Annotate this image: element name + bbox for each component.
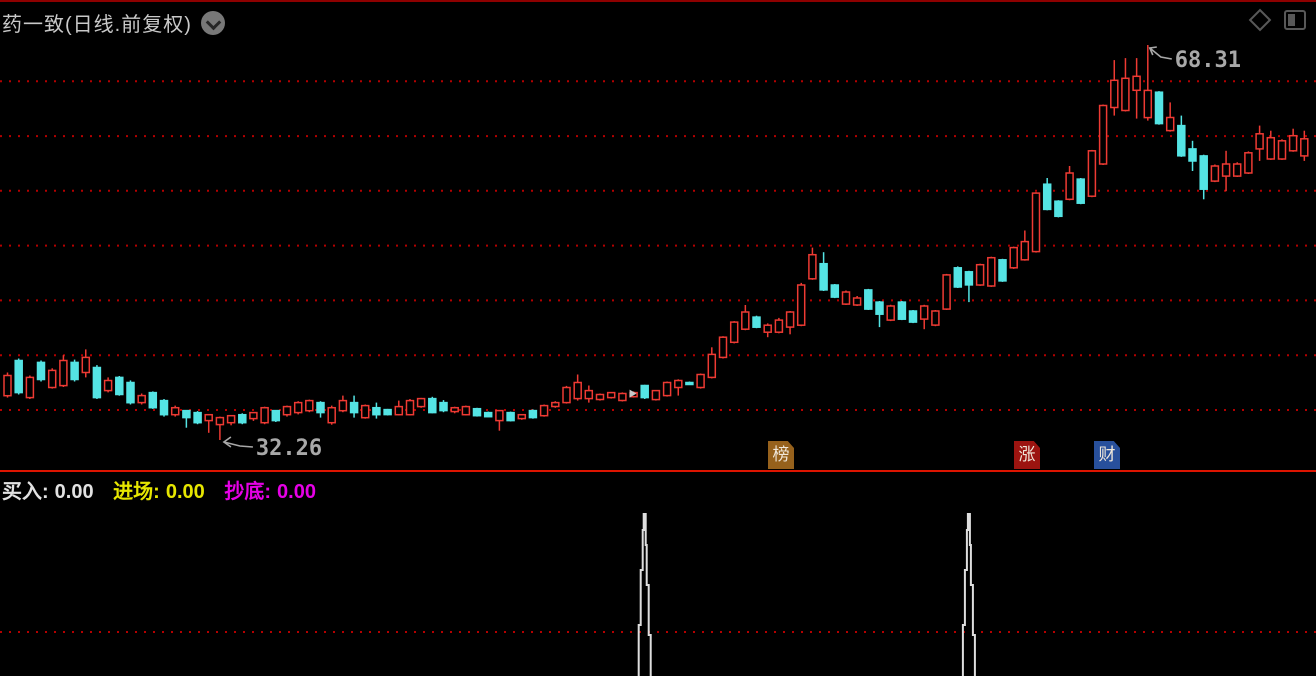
corner-toolbar (1248, 8, 1306, 32)
indicator-value: 0.00 (277, 481, 316, 503)
indicator-label: 进场: (113, 481, 160, 503)
indicator-label: 买入: (2, 481, 49, 503)
badge-rise[interactable]: 涨 (1014, 441, 1040, 469)
indicator-value: 0.00 (165, 481, 205, 503)
chevron-down-icon[interactable] (200, 10, 225, 35)
indicator-value: 0.00 (54, 481, 94, 503)
window-top-border (0, 0, 1316, 2)
chart-title-bar[interactable]: 药一致(日线.前复权) (2, 8, 225, 37)
svg-text:68.31: 68.31 (1175, 48, 1241, 73)
indicator-label: 抄底: (224, 481, 272, 503)
diamond-icon[interactable] (1248, 8, 1272, 32)
panel-divider[interactable] (0, 470, 1316, 472)
svg-text:32.26: 32.26 (256, 436, 322, 461)
split-panel-icon-fill (1288, 14, 1295, 26)
badge-finance[interactable]: 财 (1094, 441, 1120, 469)
indicator-readout: 买入: 0.00 进场: 0.00 抄底: 0.00 (2, 475, 330, 504)
indicator-item-enter: 进场: 0.00 (113, 481, 205, 503)
chart-title: 药一致(日线.前复权) (2, 14, 192, 36)
indicator-item-bottom: 抄底: 0.00 (224, 481, 316, 503)
indicator-item-buy: 买入: 0.00 (2, 481, 94, 503)
split-panel-icon[interactable] (1284, 10, 1306, 30)
badge-rank[interactable]: 榜 (768, 441, 794, 469)
